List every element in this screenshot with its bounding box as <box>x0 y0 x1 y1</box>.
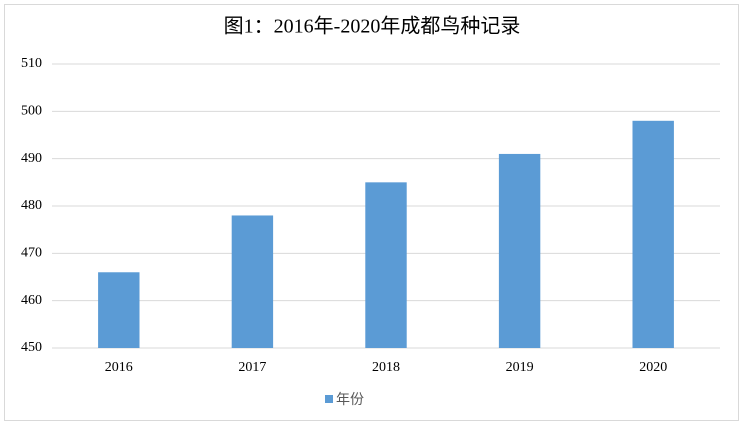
legend-label: 年份 <box>336 392 364 408</box>
x-tick-label: 2016 <box>105 360 133 375</box>
y-tick-label: 470 <box>21 246 42 261</box>
bar <box>365 182 407 348</box>
y-tick-label: 500 <box>21 104 42 119</box>
y-tick-label: 490 <box>21 151 42 166</box>
x-tick-label: 2018 <box>372 360 400 375</box>
bar <box>498 153 541 348</box>
legend-swatch <box>325 395 333 403</box>
x-tick-label: 2020 <box>639 360 667 375</box>
x-tick-label: 2019 <box>506 360 534 375</box>
chart-title: 图1：2016年-2020年成都鸟种记录 <box>224 15 521 38</box>
bar <box>231 215 274 348</box>
bar <box>98 272 140 348</box>
x-tick-label: 2017 <box>238 360 266 375</box>
y-tick-label: 450 <box>21 340 42 355</box>
y-tick-label: 510 <box>21 56 42 71</box>
y-tick-label: 460 <box>21 293 42 308</box>
bar <box>632 120 674 348</box>
y-tick-label: 480 <box>21 198 42 213</box>
